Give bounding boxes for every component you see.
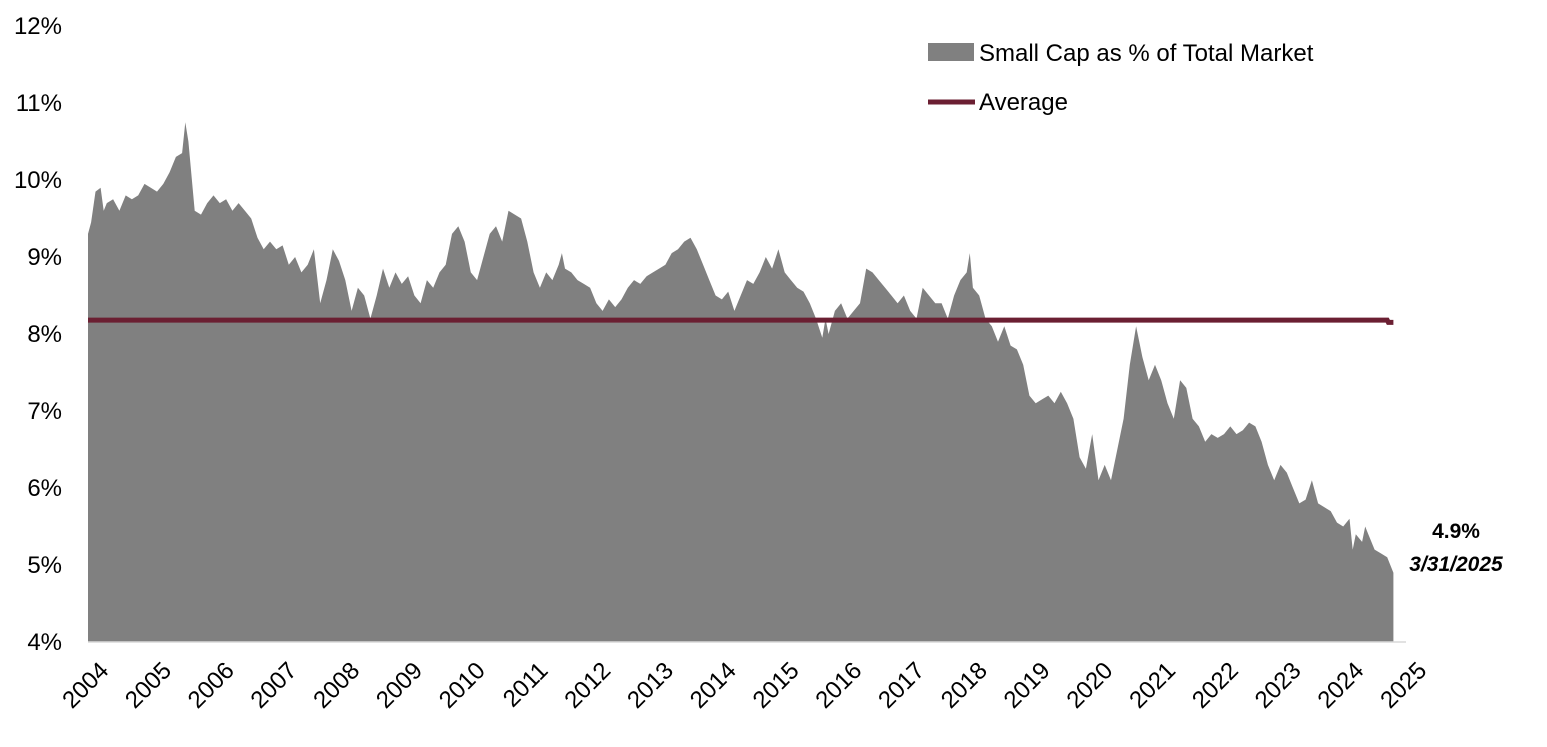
y-tick-label: 4%: [27, 629, 62, 656]
y-tick-label: 6%: [27, 475, 62, 502]
y-tick-label: 7%: [27, 398, 62, 425]
x-tick-label: 2016: [810, 657, 867, 714]
y-tick-label: 12%: [14, 13, 62, 40]
x-tick-label: 2006: [183, 657, 240, 714]
x-axis-ticks: 2004 2005 2006 2007 2008 2009 2010 2011 2012 2013…: [57, 657, 1432, 714]
x-tick-label: 2007: [246, 657, 303, 714]
x-tick-label: 2010: [434, 657, 491, 714]
x-tick-label: 2021: [1124, 657, 1181, 714]
x-tick-label: 2023: [1250, 657, 1307, 714]
y-tick-label: 8%: [27, 321, 62, 348]
x-tick-label: 2009: [371, 657, 428, 714]
y-axis-ticks: 4% 5% 6% 7% 8% 9% 10% 11% 12%: [14, 13, 62, 656]
y-tick-label: 9%: [27, 244, 62, 271]
x-tick-label: 2012: [559, 657, 616, 714]
x-tick-label: 2022: [1187, 657, 1244, 714]
x-tick-label: 2014: [685, 657, 742, 714]
x-tick-label: 2011: [498, 657, 554, 713]
last-value-annotation: 4.9% 3/31/2025: [1409, 520, 1503, 576]
legend: Small Cap as % of Total Market Average: [928, 40, 1314, 116]
x-tick-label: 2005: [120, 657, 177, 714]
y-tick-label: 11%: [16, 90, 62, 117]
annotation-value: 4.9%: [1432, 520, 1480, 543]
annotation-date: 3/31/2025: [1409, 553, 1503, 576]
legend-label-average: Average: [979, 89, 1068, 116]
legend-label-small-cap: Small Cap as % of Total Market: [979, 40, 1314, 67]
y-tick-label: 5%: [27, 552, 62, 579]
y-tick-label: 10%: [14, 167, 62, 194]
series-line-average: [88, 317, 1394, 325]
x-tick-label: 2018: [936, 657, 993, 714]
x-tick-label: 2025: [1375, 657, 1432, 714]
x-tick-label: 2020: [1061, 657, 1118, 714]
x-tick-label: 2024: [1313, 657, 1370, 714]
x-tick-label: 2004: [57, 657, 114, 714]
x-tick-label: 2008: [308, 657, 365, 714]
x-tick-label: 2013: [622, 657, 679, 714]
x-tick-label: 2015: [748, 657, 805, 714]
x-tick-label: 2019: [999, 657, 1056, 714]
x-tick-label: 2017: [873, 657, 930, 714]
plot-area: [88, 122, 1406, 643]
series-area-small-cap: [88, 122, 1394, 643]
legend-swatch-small-cap: [928, 43, 974, 61]
